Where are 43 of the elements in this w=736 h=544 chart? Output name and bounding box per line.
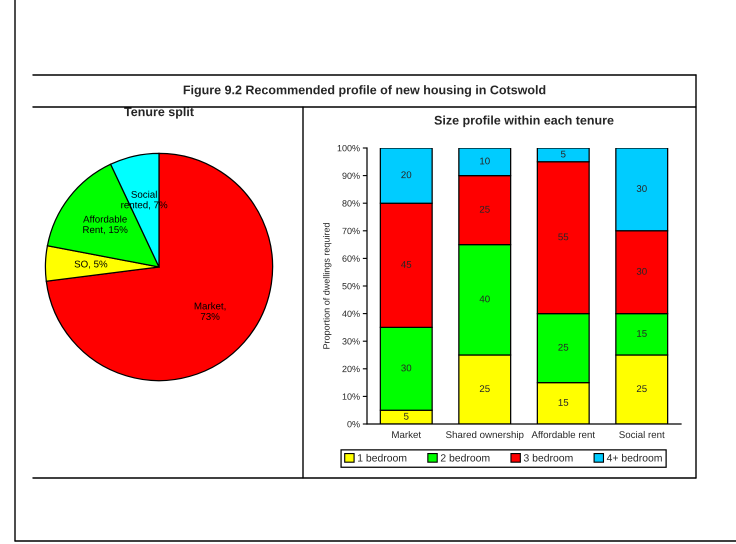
data-label: 5 <box>560 150 566 158</box>
x-tick-label: Shared ownership <box>446 430 524 440</box>
pie-slice <box>46 152 274 382</box>
data-label: 30 <box>636 185 647 192</box>
y-tick-label: 100% <box>338 144 360 152</box>
data-label: 30 <box>401 364 412 372</box>
y-tick-label: 80% <box>342 200 360 207</box>
data-label: 5 <box>404 412 409 420</box>
data-label: 25 <box>480 385 490 392</box>
y-tick-label: 30% <box>342 338 360 345</box>
data-label: Market, 73% <box>194 302 226 320</box>
y-tick-label: 60% <box>342 255 360 262</box>
x-tick-label: Market <box>392 430 422 438</box>
data-label: 30 <box>636 268 647 275</box>
y-tick-label: 70% <box>342 228 360 234</box>
chart-title: Tenure split <box>124 107 194 119</box>
data-label: 25 <box>558 344 568 351</box>
y-tick-label: 0% <box>347 420 360 428</box>
chart-title: Size profile within each tenure <box>434 115 614 128</box>
legend-label: 3 bedroom <box>524 454 573 462</box>
y-tick-label: 50% <box>342 282 360 290</box>
y-tick-label: 10% <box>342 393 360 400</box>
y-tick-label: 90% <box>342 172 360 179</box>
x-tick-label: Social rent <box>619 430 665 438</box>
legend-label: 4+ bedroom <box>606 454 662 462</box>
data-label: 45 <box>401 261 412 268</box>
y-tick-label: 20% <box>342 366 360 372</box>
data-label: 15 <box>558 399 568 406</box>
data-label: 15 <box>637 330 647 337</box>
y-tick-label: 40% <box>342 310 360 317</box>
x-tick-label: Affordable rent <box>531 430 595 438</box>
data-label: SO, 5% <box>74 260 108 269</box>
data-label: 10 <box>480 158 490 164</box>
data-label: 25 <box>480 206 490 213</box>
legend-label: 2 bedroom <box>440 454 490 462</box>
legend-label: 1 bedroom <box>358 454 406 462</box>
y-axis-title: Proportion of dwellings required <box>322 223 332 349</box>
data-label: Affordable Rent, 15% <box>83 215 128 234</box>
data-label: 40 <box>480 296 490 302</box>
text: Figure 9.2 Recommended profile of new housing in Cotswold <box>184 85 546 97</box>
data-label: 55 <box>558 234 568 240</box>
data-label: 25 <box>636 385 647 392</box>
data-label: 20 <box>401 171 412 178</box>
